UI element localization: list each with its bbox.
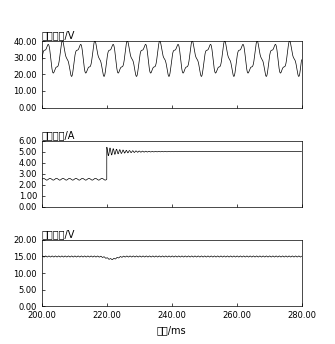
X-axis label: 时间/ms: 时间/ms [157,325,187,336]
Text: 输入电压/V: 输入电压/V [42,31,75,41]
Text: 负载电流/A: 负载电流/A [42,130,75,140]
Text: 输出电压/V: 输出电压/V [42,229,75,239]
